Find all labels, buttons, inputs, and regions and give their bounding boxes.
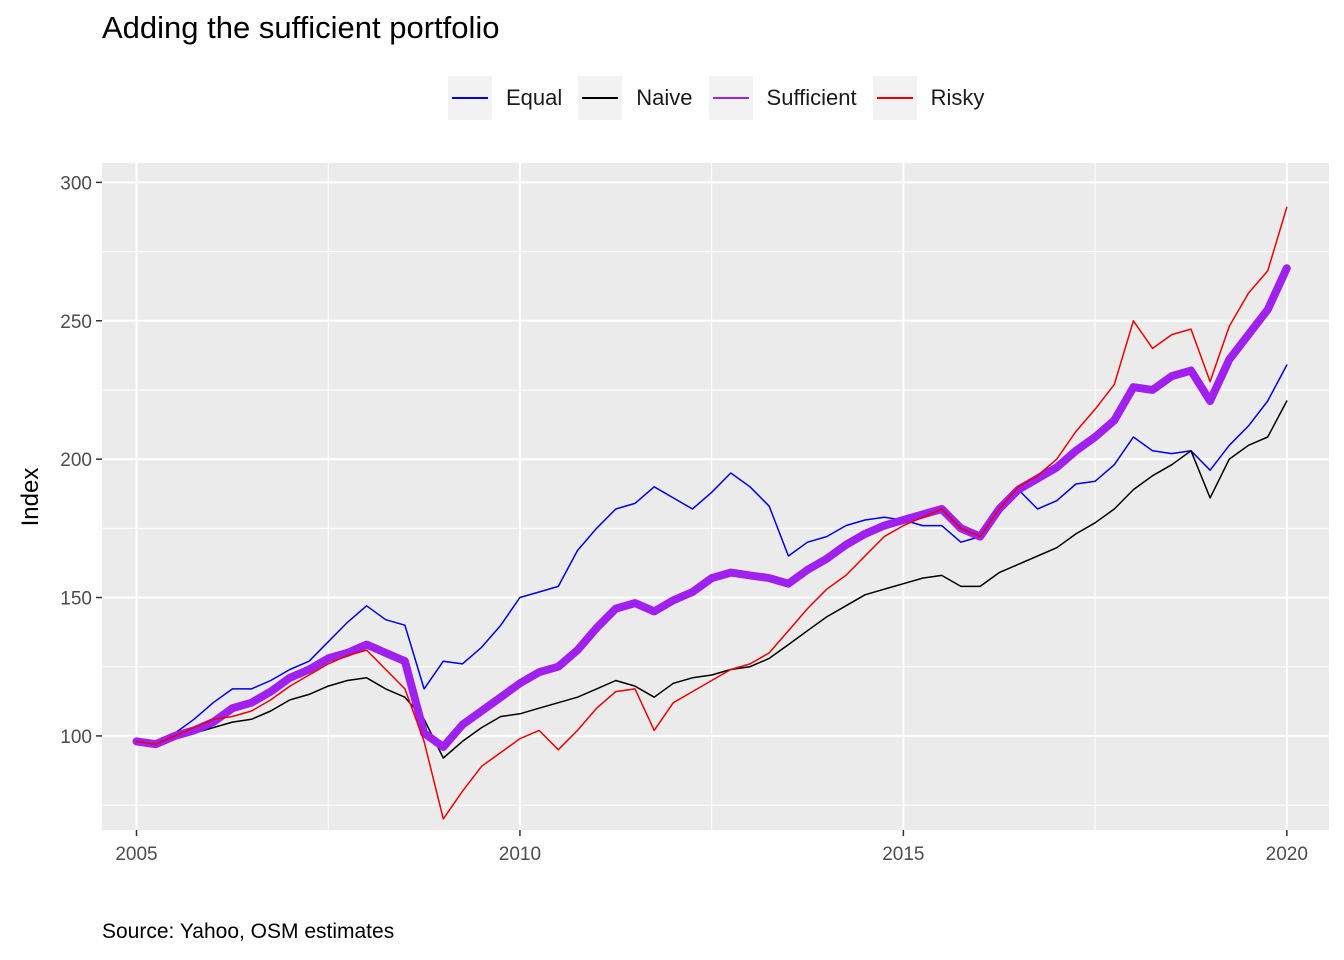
series-line-sufficient (132, 264, 1291, 751)
legend-swatch-naive (582, 97, 619, 99)
legend-label-risky: Risky (930, 85, 985, 110)
y-tick-label: 150 (60, 589, 92, 610)
legend-swatch-sufficient (712, 97, 749, 99)
series-line-equal (135, 364, 1288, 743)
legend-label-sufficient: Sufficient (766, 85, 857, 110)
legend-item-naive: Naive (578, 76, 693, 120)
plot-panel (102, 163, 1329, 830)
y-axis-ticks: 100 150 200 250 300 (60, 173, 102, 748)
legend-label-naive: Naive (636, 85, 693, 110)
legend-label-equal: Equal (506, 85, 563, 110)
legend-item-sufficient: Sufficient (708, 76, 857, 120)
y-tick-label: 250 (60, 312, 92, 333)
x-axis-ticks: 2005 2010 2015 2020 (115, 830, 1308, 865)
series-line-risky (135, 206, 1288, 820)
y-tick-label: 200 (60, 450, 92, 471)
y-tick-label: 300 (60, 173, 92, 194)
chart-title: Adding the sufficient portfolio (102, 10, 500, 45)
legend-item-risky: Risky (872, 76, 985, 120)
legend: Equal Naive Sufficient Risky (448, 76, 1000, 120)
legend-key-naive (578, 76, 623, 120)
series-line-naive (135, 400, 1288, 759)
legend-swatch-risky (876, 97, 913, 99)
x-tick-label: 2015 (882, 844, 924, 865)
y-tick-label: 100 (60, 727, 92, 748)
source-caption: Source: Yahoo, OSM estimates (102, 920, 395, 943)
x-tick-label: 2020 (1266, 844, 1308, 865)
legend-swatch-equal (452, 97, 488, 99)
legend-key-risky (872, 76, 917, 120)
y-axis-title: Index (17, 468, 44, 527)
legend-item-equal: Equal (448, 76, 562, 120)
x-tick-label: 2010 (499, 844, 541, 865)
legend-key-equal (448, 76, 492, 120)
legend-key-sufficient (708, 76, 753, 120)
series-lines (132, 206, 1291, 820)
x-tick-label: 2005 (115, 844, 157, 865)
